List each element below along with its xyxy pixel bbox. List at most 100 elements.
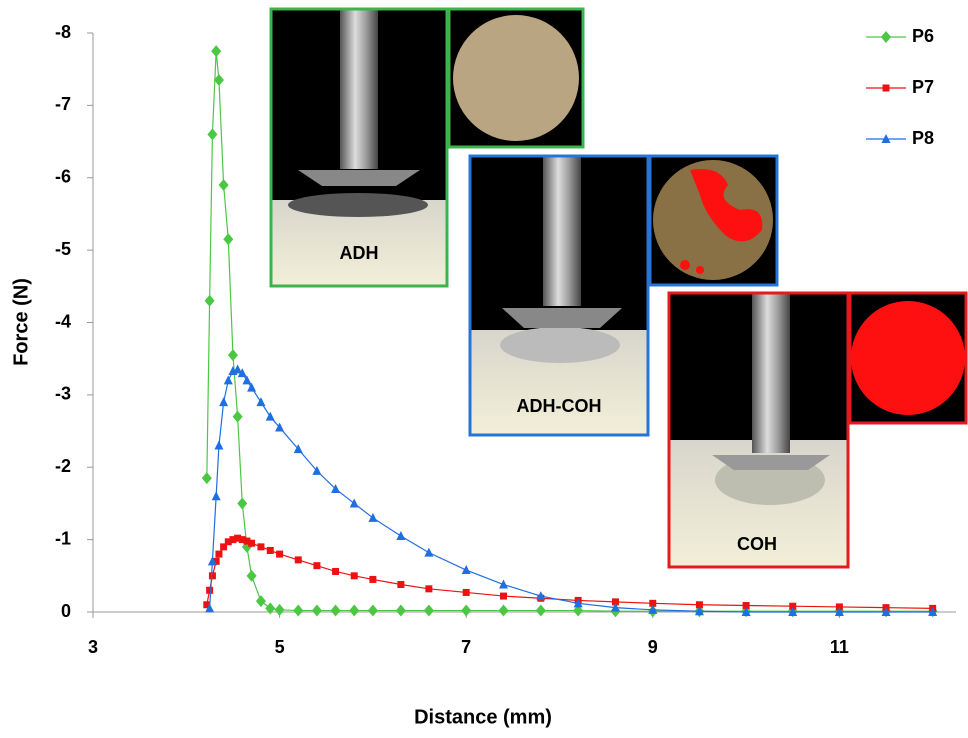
y-axis-label: Force (N) xyxy=(10,278,32,366)
marker xyxy=(649,599,657,607)
marker xyxy=(312,465,322,475)
inset-adh-coh: ADH-COH xyxy=(468,154,779,437)
legend-label: P8 xyxy=(912,128,934,148)
marker xyxy=(220,543,228,551)
marker xyxy=(349,498,359,508)
marker xyxy=(742,601,750,609)
marker xyxy=(218,178,229,191)
y-tick-label: -1 xyxy=(55,528,71,548)
marker xyxy=(834,607,844,616)
marker xyxy=(229,536,237,544)
marker xyxy=(237,368,247,378)
marker xyxy=(256,397,266,407)
marker xyxy=(611,598,619,606)
marker xyxy=(349,604,360,617)
x-tick-label: 5 xyxy=(275,637,285,657)
marker xyxy=(232,410,243,423)
y-tick-label: -8 xyxy=(55,22,71,42)
marker xyxy=(368,512,378,522)
marker xyxy=(367,604,378,617)
marker xyxy=(648,604,658,614)
marker xyxy=(788,607,798,616)
marker xyxy=(219,397,229,407)
marker xyxy=(350,572,358,580)
marker xyxy=(536,591,546,601)
marker xyxy=(694,606,704,616)
marker xyxy=(265,411,275,421)
marker xyxy=(461,604,472,617)
marker xyxy=(257,543,265,551)
marker xyxy=(573,598,583,608)
marker xyxy=(238,536,246,544)
marker xyxy=(233,364,243,374)
marker xyxy=(223,233,234,246)
marker xyxy=(201,472,212,485)
marker xyxy=(695,601,703,609)
marker xyxy=(223,375,233,385)
marker xyxy=(423,604,434,617)
marker xyxy=(237,497,248,510)
inset-label: ADH xyxy=(340,243,379,263)
marker xyxy=(207,556,217,566)
y-tick-label: -7 xyxy=(55,94,71,114)
marker xyxy=(535,604,546,617)
marker xyxy=(234,534,242,542)
marker xyxy=(255,595,266,608)
y-tick-label: 0 xyxy=(61,601,71,621)
marker xyxy=(835,603,843,611)
marker xyxy=(313,562,321,570)
marker xyxy=(266,546,274,554)
y-tick-label: -4 xyxy=(55,311,71,331)
x-tick-label: 11 xyxy=(830,637,849,657)
marker xyxy=(424,547,434,557)
marker xyxy=(396,531,406,541)
marker xyxy=(213,74,224,87)
marker xyxy=(274,603,285,616)
marker xyxy=(208,572,216,580)
legend-label: P7 xyxy=(912,77,934,97)
y-tick-label: -6 xyxy=(55,167,71,187)
marker xyxy=(265,602,276,615)
inset-label: COH xyxy=(737,534,777,554)
marker xyxy=(211,45,222,58)
marker xyxy=(332,567,340,575)
marker xyxy=(215,550,223,558)
marker xyxy=(331,483,341,493)
marker xyxy=(881,31,891,43)
marker xyxy=(212,557,220,565)
x-axis-label: Distance (mm) xyxy=(414,706,552,728)
marker xyxy=(203,601,211,609)
marker xyxy=(330,604,341,617)
marker xyxy=(500,592,508,600)
series-line xyxy=(206,51,933,612)
marker xyxy=(243,537,251,545)
marker xyxy=(293,444,303,454)
x-tick-label: 3 xyxy=(88,637,98,657)
marker xyxy=(294,556,302,564)
marker xyxy=(276,550,284,558)
marker xyxy=(741,607,751,616)
marker xyxy=(206,586,214,594)
legend-label: P6 xyxy=(912,26,934,46)
marker xyxy=(499,579,509,589)
marker xyxy=(461,565,471,575)
marker xyxy=(205,603,215,613)
x-tick-label: 9 xyxy=(648,637,658,657)
marker xyxy=(248,539,256,547)
marker xyxy=(573,604,584,617)
inset-adh: ADH xyxy=(269,7,585,288)
marker xyxy=(246,569,257,582)
y-tick-label: -2 xyxy=(55,456,71,476)
marker xyxy=(214,440,224,450)
inset-label: ADH-COH xyxy=(517,396,602,416)
marker xyxy=(224,538,232,546)
y-tick-label: -3 xyxy=(55,384,71,404)
marker xyxy=(242,375,252,385)
marker xyxy=(928,607,938,616)
marker xyxy=(498,604,509,617)
marker xyxy=(227,349,238,362)
marker xyxy=(395,604,406,617)
marker xyxy=(882,84,890,92)
marker xyxy=(293,604,304,617)
